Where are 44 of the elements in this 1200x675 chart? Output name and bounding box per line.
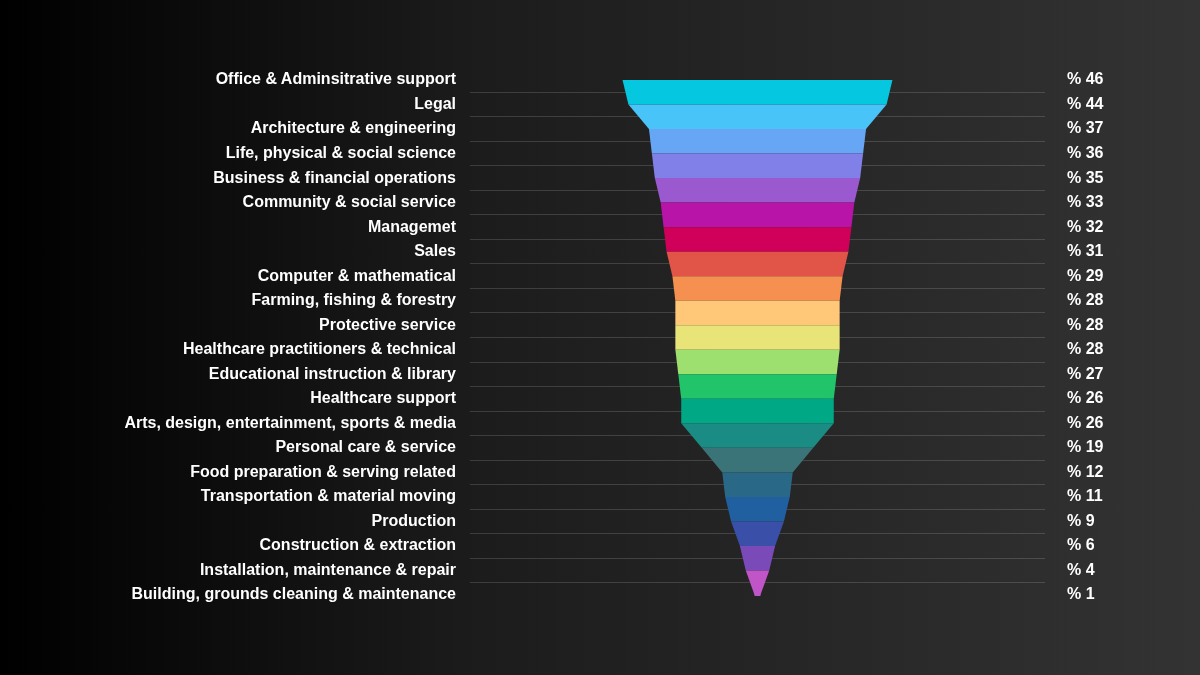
data-label: % 35 (1067, 168, 1104, 186)
category-label: Personal care & service (275, 438, 457, 456)
category-label: Building, grounds cleaning & maintenance (131, 585, 457, 603)
category-label: Educational instruction & library (208, 364, 457, 382)
category-label: Healthcare support (310, 389, 457, 407)
data-label: % 29 (1067, 266, 1104, 284)
data-label: % 19 (1067, 438, 1104, 456)
data-label: % 33 (1067, 193, 1104, 211)
data-label: % 32 (1067, 217, 1104, 235)
data-label: % 6 (1067, 536, 1095, 554)
category-label: Life, physical & social science (225, 143, 457, 161)
category-label: Food preparation & serving related (190, 462, 456, 480)
category-label: Managemet (367, 217, 457, 235)
data-label: % 26 (1067, 389, 1104, 407)
data-label: % 26 (1067, 413, 1104, 431)
category-label: Construction & extraction (259, 536, 456, 554)
data-label: % 12 (1067, 462, 1104, 480)
category-label: Computer & mathematical (257, 266, 456, 284)
category-label: Production (371, 511, 456, 529)
category-label: Office & Adminsitrative support (215, 70, 457, 88)
category-label: Farming, fishing & forestry (251, 291, 457, 309)
data-label: % 36 (1067, 143, 1104, 161)
data-label: % 11 (1067, 487, 1103, 505)
data-label: % 28 (1067, 340, 1104, 358)
category-label: Protective service (319, 315, 457, 333)
category-label: Healthcare practitioners & technical (183, 340, 456, 358)
category-label: Sales (414, 242, 457, 260)
data-label: % 44 (1067, 94, 1104, 112)
category-label: Arts, design, entertainment, sports & media (124, 413, 457, 431)
data-label: % 9 (1067, 511, 1095, 529)
data-label: % 27 (1067, 364, 1104, 382)
data-label: % 28 (1067, 315, 1104, 333)
data-label: % 28 (1067, 291, 1104, 309)
data-label: % 31 (1067, 242, 1104, 260)
category-label: Transportation & material moving (200, 487, 456, 505)
data-label: % 37 (1067, 119, 1104, 137)
data-label: % 1 (1067, 585, 1095, 603)
data-label: % 46 (1067, 70, 1104, 88)
data-label: % 4 (1067, 560, 1095, 578)
category-label: Community & social service (242, 193, 457, 211)
category-label: Legal (414, 94, 456, 112)
category-label: Installation, maintenance & repair (199, 560, 456, 578)
category-label: Architecture & engineering (250, 119, 456, 137)
category-label: Business & financial operations (213, 168, 457, 186)
